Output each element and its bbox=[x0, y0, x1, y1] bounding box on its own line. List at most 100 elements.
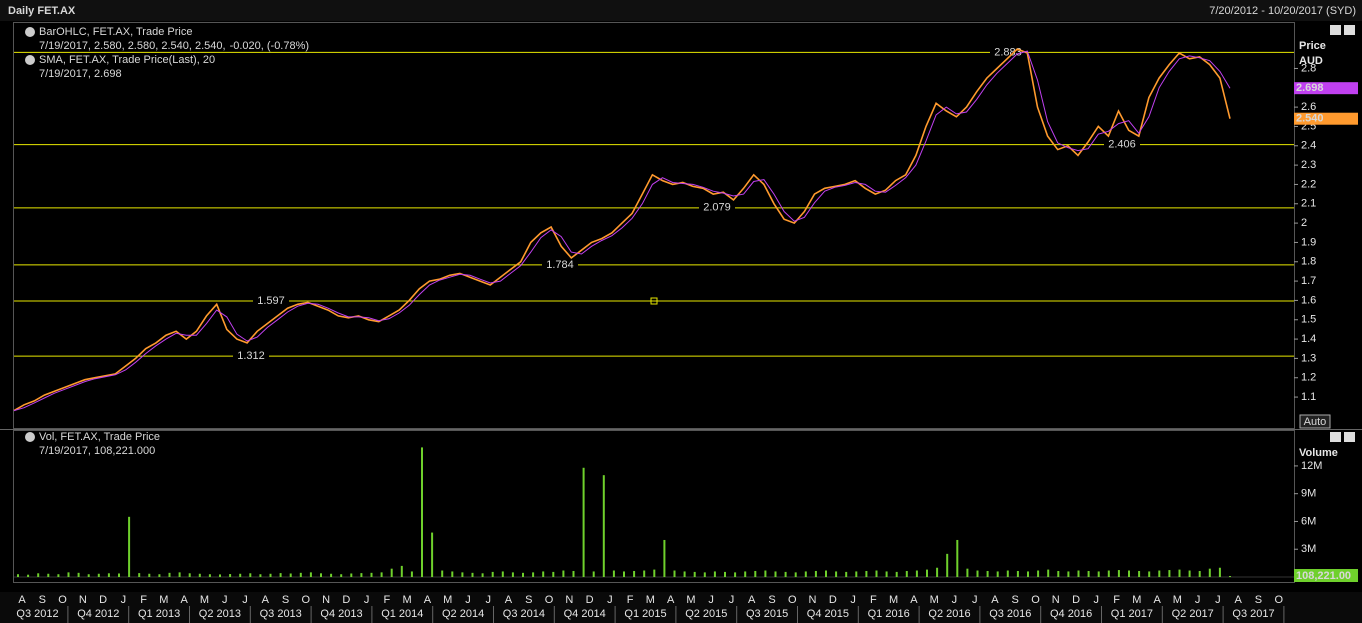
bar bbox=[17, 574, 19, 577]
price-line bbox=[13, 48, 1231, 412]
bar bbox=[724, 571, 726, 577]
date-range: 7/20/2012 - 10/20/2017 (SYD) bbox=[1209, 5, 1356, 17]
x-month-label: A bbox=[262, 594, 270, 606]
legend-detail: 7/19/2017, 108,221.000 bbox=[39, 445, 155, 457]
bar bbox=[410, 571, 413, 577]
y-axis-title: Price bbox=[1299, 40, 1326, 52]
y-axis-unit: AUD bbox=[1299, 55, 1323, 67]
bar bbox=[784, 571, 787, 577]
x-month-label: A bbox=[424, 594, 432, 606]
level-label-bg bbox=[542, 258, 578, 271]
bar bbox=[1077, 570, 1080, 577]
x-quarter-label: Q3 2016 bbox=[989, 608, 1031, 620]
x-quarter-label: Q3 2017 bbox=[1232, 608, 1274, 620]
x-month-label: J bbox=[465, 594, 471, 606]
x-month-label: D bbox=[829, 594, 837, 606]
x-month-label: J bbox=[485, 594, 491, 606]
restore-button[interactable] bbox=[1330, 25, 1341, 35]
x-quarter-label: Q3 2015 bbox=[746, 608, 788, 620]
bar bbox=[481, 573, 484, 577]
bar bbox=[1138, 570, 1141, 577]
bar bbox=[643, 570, 646, 577]
x-month-label: M bbox=[1132, 594, 1141, 606]
x-quarter-label: Q4 2015 bbox=[807, 608, 849, 620]
x-month-label: J bbox=[1094, 594, 1100, 606]
y-tick-label: 2.8 bbox=[1301, 62, 1316, 74]
bar bbox=[128, 516, 131, 577]
x-quarter-label: Q4 2014 bbox=[564, 608, 606, 620]
close-button[interactable] bbox=[1344, 25, 1355, 35]
x-quarter-label: Q1 2014 bbox=[381, 608, 423, 620]
auto-button[interactable] bbox=[1299, 414, 1331, 429]
bar bbox=[249, 573, 252, 577]
level-label: 2.406 bbox=[1108, 139, 1136, 151]
bar bbox=[400, 565, 403, 577]
legend-entry: BarOHLC, FET.AX, Trade Price bbox=[39, 26, 192, 38]
x-month-label: F bbox=[383, 594, 390, 606]
x-month-label: J bbox=[972, 594, 978, 606]
price-panel bbox=[13, 22, 1295, 429]
x-month-label: N bbox=[565, 594, 573, 606]
x-month-label: F bbox=[1113, 594, 1120, 606]
x-month-label: N bbox=[79, 594, 87, 606]
x-month-label: F bbox=[870, 594, 877, 606]
bar bbox=[279, 573, 282, 577]
bar bbox=[1067, 571, 1070, 577]
x-quarter-label: Q2 2013 bbox=[199, 608, 241, 620]
bar bbox=[744, 571, 747, 577]
level-label-bg bbox=[253, 295, 289, 308]
x-month-label: F bbox=[627, 594, 634, 606]
y-axis-title: Volume bbox=[1299, 447, 1338, 459]
y-tick-label: 1.3 bbox=[1301, 352, 1316, 364]
bar bbox=[501, 571, 504, 577]
bar bbox=[1027, 571, 1029, 577]
x-month-label: M bbox=[200, 594, 209, 606]
bar bbox=[451, 571, 454, 577]
level-label: 2.883 bbox=[994, 46, 1022, 58]
window-buttons[interactable] bbox=[1330, 25, 1355, 442]
x-month-label: J bbox=[1215, 594, 1221, 606]
x-month-label: J bbox=[708, 594, 714, 606]
bar bbox=[804, 571, 807, 577]
volume-panel bbox=[13, 430, 1295, 583]
y-tick-label: 1.2 bbox=[1301, 372, 1316, 384]
bar bbox=[1229, 575, 1231, 577]
legend-detail: 7/19/2017, 2.698 bbox=[39, 68, 122, 80]
bar bbox=[107, 573, 110, 577]
x-month-label: N bbox=[1052, 594, 1060, 606]
y-tick-label: 1.5 bbox=[1301, 314, 1316, 326]
bar bbox=[441, 570, 444, 577]
bar bbox=[1016, 570, 1019, 577]
bar bbox=[87, 574, 90, 577]
bar bbox=[148, 573, 151, 577]
bar bbox=[289, 573, 292, 577]
auto-button-label[interactable]: Auto bbox=[1304, 416, 1327, 428]
bar bbox=[875, 570, 878, 577]
restore-button[interactable] bbox=[1330, 432, 1341, 442]
x-month-label: J bbox=[242, 594, 248, 606]
bar bbox=[956, 539, 959, 577]
bar bbox=[168, 572, 171, 577]
x-quarter-label: Q4 2016 bbox=[1050, 608, 1092, 620]
x-month-label: O bbox=[58, 594, 67, 606]
x-month-label: S bbox=[1012, 594, 1019, 606]
bar bbox=[825, 570, 827, 577]
x-quarter-label: Q4 2012 bbox=[77, 608, 119, 620]
bar bbox=[330, 573, 333, 577]
bar bbox=[1218, 567, 1221, 577]
x-axis-bg bbox=[0, 592, 1362, 623]
close-button[interactable] bbox=[1344, 432, 1355, 442]
legend-icon bbox=[25, 27, 35, 37]
level-label-bg bbox=[699, 201, 735, 214]
bar bbox=[885, 571, 888, 577]
y-tick-label: 2.3 bbox=[1301, 159, 1316, 171]
bar bbox=[57, 574, 60, 577]
legend-icon bbox=[25, 432, 35, 442]
y-tick-label: 2.1 bbox=[1301, 198, 1316, 210]
x-month-label: J bbox=[364, 594, 370, 606]
bar bbox=[865, 570, 868, 577]
bar bbox=[320, 573, 322, 577]
bar bbox=[360, 573, 363, 577]
x-month-label: A bbox=[1235, 594, 1243, 606]
